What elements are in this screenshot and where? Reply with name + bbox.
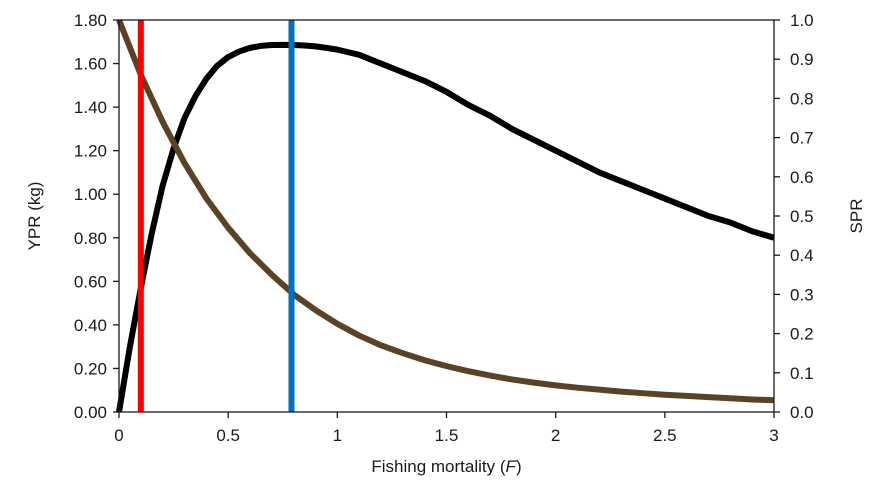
y-axis-title: YPR (kg) xyxy=(25,182,44,251)
y2-tick-label: 0.0 xyxy=(790,403,814,422)
x-axis-title-text: Fishing mortality xyxy=(371,457,495,476)
y2-tick-label: 0.6 xyxy=(790,168,814,187)
x-tick-label: 2.5 xyxy=(653,426,677,445)
y-tick-label: 0.40 xyxy=(74,316,107,335)
y2-tick-label: 0.9 xyxy=(790,50,814,69)
y-tick-label: 1.80 xyxy=(74,11,107,30)
plot-lines xyxy=(116,18,775,413)
y-tick-label: 1.60 xyxy=(74,55,107,74)
y2-tick-label: 0.8 xyxy=(790,89,814,108)
x-tick-label: 0 xyxy=(114,426,123,445)
spr-curve xyxy=(116,18,775,404)
y2-tick-label: 1.0 xyxy=(790,11,814,30)
x-tick-label: 1 xyxy=(333,426,342,445)
y2-tick-label: 0.4 xyxy=(790,246,814,265)
y-tick-label: 1.20 xyxy=(74,142,107,161)
reference-lines xyxy=(137,20,295,412)
y2-axis-ticks: 0.0 0.1 0.2 0.3 0.4 0.5 0.6 0.7 0.8 0.9 1.0 xyxy=(774,11,814,422)
y-tick-label: 1.00 xyxy=(74,185,107,204)
y2-tick-label: 0.2 xyxy=(790,325,814,344)
x-tick-label: 1.5 xyxy=(435,426,459,445)
y-tick-label: 0.00 xyxy=(74,403,107,422)
y-tick-label: 0.80 xyxy=(74,229,107,248)
y-axis-ticks: 0.00 0.20 0.40 0.60 0.80 1.00 1.20 1.40 1.60 1.80 xyxy=(74,11,119,422)
y-tick-label: 0.20 xyxy=(74,359,107,378)
y2-axis-title: SPR xyxy=(847,199,866,234)
x-axis-title-variable: F xyxy=(506,457,518,476)
x-axis-title-open-paren: ( xyxy=(500,457,506,476)
ypr-curve xyxy=(116,41,775,413)
x-axis-ticks: 0 0.5 1 1.5 2 2.5 3 xyxy=(114,412,779,445)
y2-tick-label: 0.1 xyxy=(790,364,814,383)
x-axis-title-close-paren: ) xyxy=(516,457,522,476)
y-tick-label: 1.40 xyxy=(74,98,107,117)
x-axis-title: Fishing mortality (F) xyxy=(371,457,521,476)
x-tick-label: 2 xyxy=(551,426,560,445)
x-tick-label: 3 xyxy=(769,426,778,445)
x-tick-label: 0.5 xyxy=(216,426,240,445)
y2-tick-label: 0.7 xyxy=(790,129,814,148)
y2-tick-label: 0.5 xyxy=(790,207,814,226)
y2-tick-label: 0.3 xyxy=(790,285,814,304)
y-tick-label: 0.60 xyxy=(74,272,107,291)
